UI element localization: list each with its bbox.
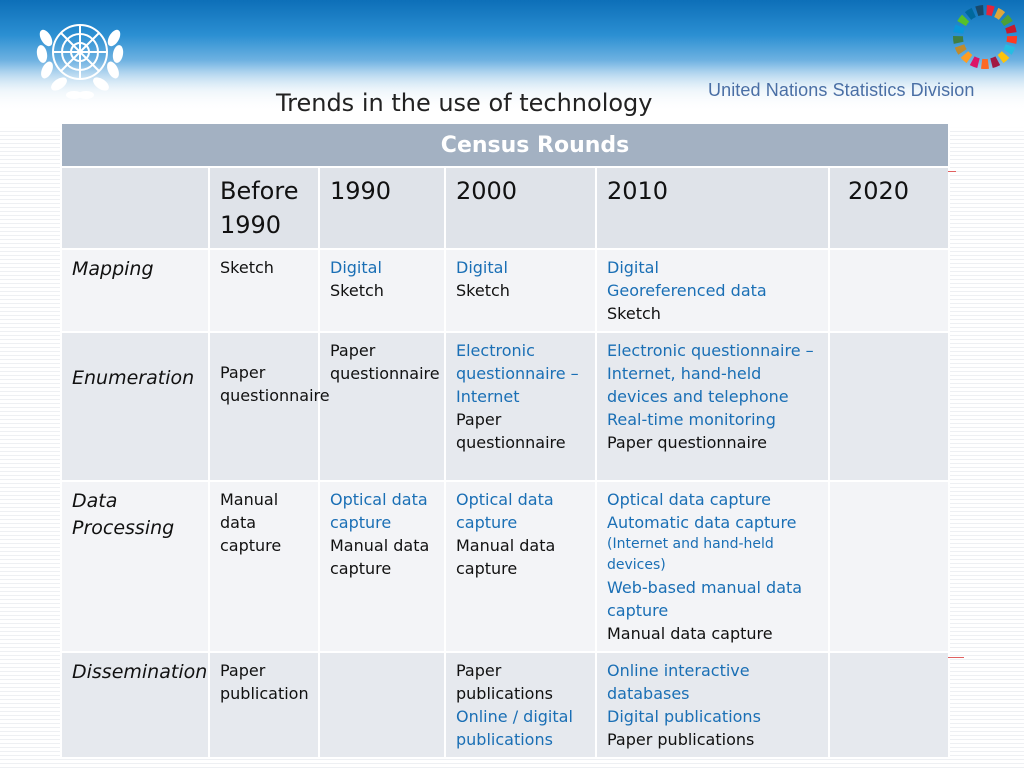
sdg-wheel-segment <box>1006 35 1017 44</box>
cell-text: Digital <box>607 258 659 277</box>
cell-text: Optical data capture <box>330 490 428 532</box>
table-cell <box>827 248 951 333</box>
cell-text: Online interactive databases <box>607 661 750 703</box>
cell-text: Electronic questionnaire – Internet <box>456 341 579 406</box>
row-label: Mapping <box>60 248 210 333</box>
sdg-wheel-segment <box>994 7 1006 20</box>
banner-swoosh <box>0 60 1024 130</box>
row-label: Enumeration <box>60 331 210 482</box>
cell-text: Real-time monitoring <box>607 410 776 429</box>
cell-text: Paper publications <box>607 730 755 749</box>
cell-text: Manual data capture <box>330 536 430 578</box>
cell-text: Georeferenced data <box>607 281 767 300</box>
table-cell: Digital Georeferenced data Sketch <box>595 248 830 333</box>
table-cell: Paper questionnaire <box>208 331 330 482</box>
sdg-wheel-icon <box>953 5 1017 69</box>
table-cell: Online interactive databases Digital publ… <box>595 651 830 759</box>
table-cell <box>827 480 951 653</box>
edge-mark <box>948 657 964 658</box>
sdg-wheel-segment <box>1003 44 1016 55</box>
sdg-wheel-segment <box>964 7 976 20</box>
cell-text: Paper publication <box>220 661 309 703</box>
table-cell: Paper publications Online / digital publi… <box>444 651 597 759</box>
corner-cell <box>60 166 210 250</box>
table-row: Dissemination Paper publication Paper publ… <box>60 651 951 759</box>
year-header-row: Before 1990 1990 2000 2010 2020 <box>60 166 951 250</box>
table-cell: Sketch <box>208 248 320 333</box>
cell-text: Web-based manual data capture <box>607 578 803 620</box>
header-banner <box>0 0 1024 130</box>
column-header-1990: 1990 <box>318 166 446 250</box>
column-header-2020: 2020 <box>827 166 951 250</box>
table-cell <box>318 651 446 759</box>
column-header-2010: 2010 <box>595 166 830 250</box>
census-rounds-header-row: Census Rounds <box>59 122 951 168</box>
column-header-2000: 2000 <box>444 166 597 250</box>
cell-text: Paper questionnaire <box>330 341 440 383</box>
table-cell: Digital Sketch <box>444 248 597 333</box>
cell-text: Manual data capture <box>456 536 556 578</box>
slide-title: Trends in the use of technology <box>276 89 653 117</box>
row-label: Dissemination <box>60 651 210 759</box>
table-cell: Electronic questionnaire – Internet, han… <box>595 331 830 482</box>
table-cell: Optical data capture Manual data capture <box>444 480 597 653</box>
table-cell: Manual data capture <box>208 480 320 653</box>
sdg-wheel-segment <box>953 35 964 44</box>
cell-text: (Internet and hand-held devices) <box>607 536 774 573</box>
edge-mark <box>948 171 956 172</box>
cell-text: Digital <box>330 258 382 277</box>
table-row: Data Processing Manual data capture Optica… <box>60 480 951 653</box>
sdg-wheel-segment <box>960 51 973 64</box>
cell-text: Sketch <box>456 281 510 300</box>
table-cell: Optical data capture Automatic data captu… <box>595 480 830 653</box>
sdg-wheel-segment <box>986 5 995 17</box>
table-row: Enumeration Paper questionnaire Paper ques… <box>60 331 951 482</box>
cell-text: Manual data capture <box>607 624 773 643</box>
cell-text: Electronic questionnaire – Internet, han… <box>607 341 814 406</box>
sdg-wheel-segment <box>997 51 1010 64</box>
table-cell: Electronic questionnaire – Internet Paper… <box>444 331 597 482</box>
cell-text: Digital publications <box>607 707 761 726</box>
sdg-wheel-segment <box>954 44 967 55</box>
sdg-wheel-segment <box>957 14 970 27</box>
organization-name: United Nations Statistics Division <box>708 80 975 100</box>
sdg-wheel-segment <box>969 56 980 69</box>
cell-text: Paper questionnaire <box>456 410 566 452</box>
cell-text: Optical data capture <box>607 490 771 509</box>
census-rounds-header: Census Rounds <box>59 122 951 168</box>
cell-text: Sketch <box>330 281 384 300</box>
sdg-wheel-segment <box>1000 14 1013 27</box>
census-table: Census Rounds Before 1990 1990 2000 2010… <box>59 122 951 759</box>
sdg-wheel-segment <box>953 24 965 34</box>
table-cell: Digital Sketch <box>318 248 446 333</box>
sdg-wheel-segment <box>990 56 1001 69</box>
sdg-wheel-segment <box>975 5 984 17</box>
un-emblem-icon <box>36 24 124 99</box>
cell-text: Paper questionnaire <box>220 363 330 405</box>
cell-text: Sketch <box>607 304 661 323</box>
cell-text: Automatic data capture <box>607 513 797 532</box>
cell-text: Paper publications <box>456 661 553 703</box>
sdg-wheel-segment <box>1005 24 1017 34</box>
table-cell <box>827 651 951 759</box>
cell-text: Paper questionnaire <box>607 433 767 452</box>
table-cell: Optical data capture Manual data capture <box>318 480 446 653</box>
cell-text: Manual data capture <box>220 490 282 555</box>
cell-text: Digital <box>456 258 508 277</box>
cell-text: Optical data capture <box>456 490 554 532</box>
cell-text: Online / digital publications <box>456 707 573 749</box>
table-cell: Paper questionnaire <box>318 331 446 482</box>
table-cell: Paper publication <box>208 651 320 759</box>
cell-text: Sketch <box>220 258 274 277</box>
column-header-before-1990: Before 1990 <box>208 166 320 250</box>
row-label: Data Processing <box>60 480 210 653</box>
table-row: Mapping Sketch Digital Sketch Digital Sketch D… <box>60 248 951 333</box>
table-cell <box>827 331 951 482</box>
